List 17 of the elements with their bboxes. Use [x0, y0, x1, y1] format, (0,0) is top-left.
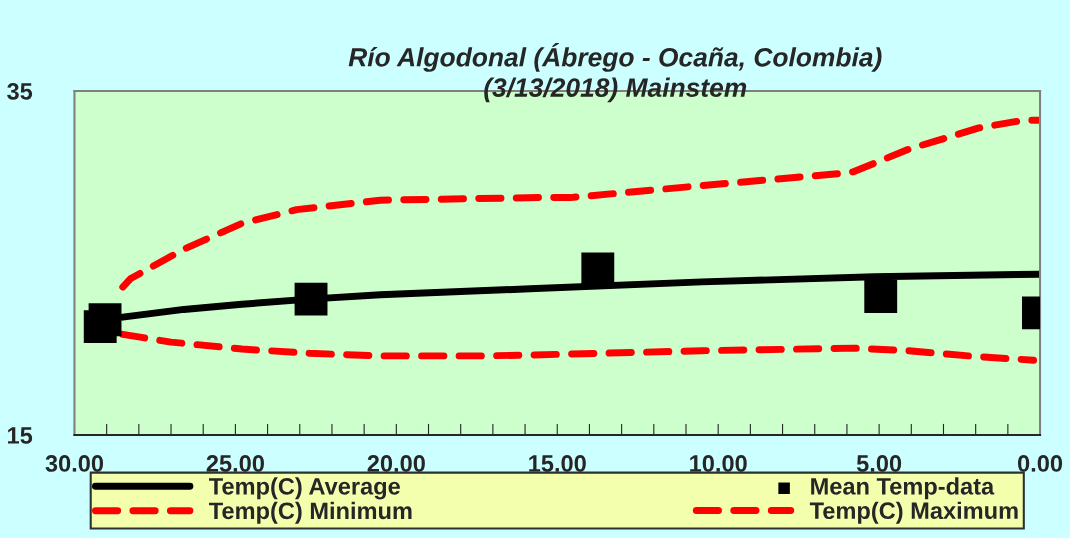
x-tick-label: 0.00 [1018, 455, 1063, 472]
x-tick-label: 5.00 [856, 455, 902, 472]
legend-label: Temp(C) Maximum [809, 501, 1018, 524]
y-tick-label: 35 [7, 82, 33, 100]
point [581, 252, 615, 286]
x-tick-label: 25.00 [206, 455, 264, 472]
legend-label: Temp(C) Minimum [209, 501, 412, 524]
x-tick-label: 10.00 [690, 455, 747, 472]
legend-label: Mean Temp-data [811, 477, 995, 500]
legend-label: Temp(C) Average [209, 477, 400, 500]
x-tick-label: 30.00 [45, 455, 104, 472]
point [864, 280, 898, 313]
y-tick-label: 15 [8, 427, 33, 444]
x-tick-label: 15.00 [529, 455, 586, 472]
point [88, 303, 122, 337]
point [294, 282, 328, 316]
x-tick-label: 20.00 [367, 455, 425, 472]
